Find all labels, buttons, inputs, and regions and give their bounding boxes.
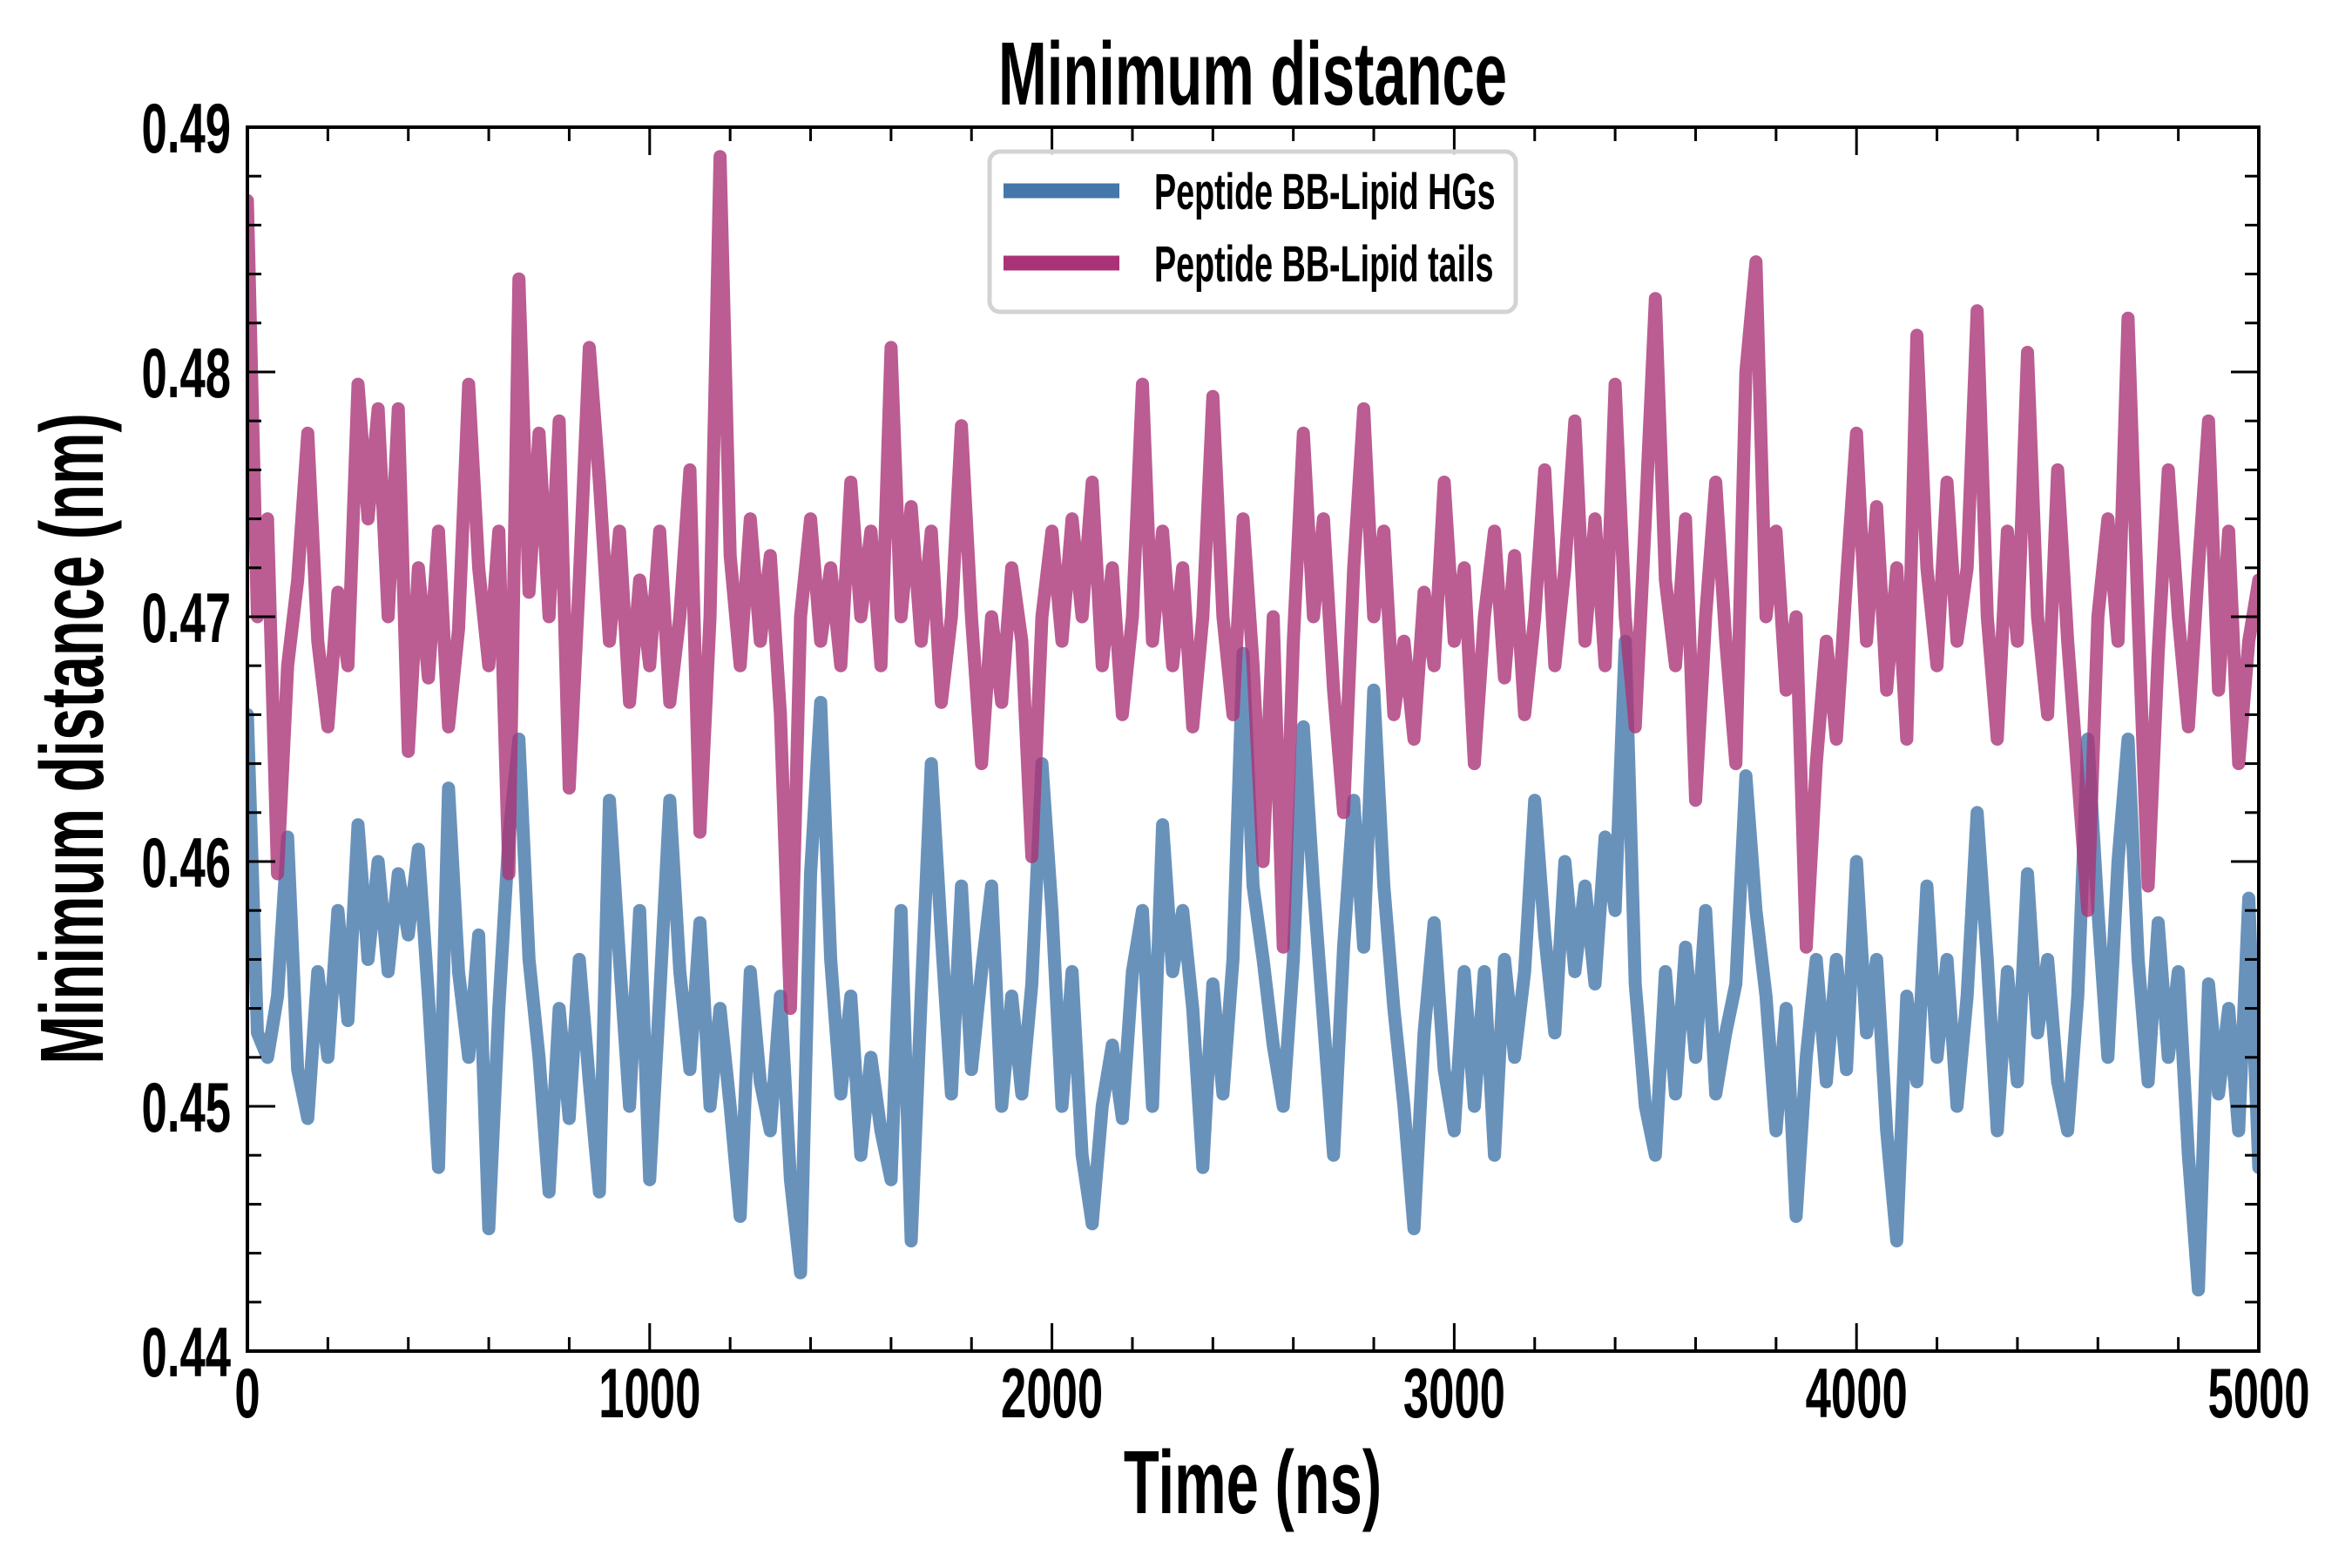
plot-frame	[246, 125, 2261, 1353]
series-line-hgs	[247, 634, 2259, 1297]
x-tick-label: 2000	[1001, 1355, 1103, 1433]
y-tick-label: 0.47	[142, 579, 231, 658]
y-tick-label: 0.46	[142, 824, 231, 902]
x-tick-labels: 0 1000 2000 3000 4000 5000	[234, 1355, 2309, 1433]
y-tick-label: 0.45	[142, 1069, 231, 1147]
y-tick-label: 0.44	[142, 1314, 231, 1392]
x-tick-label: 0	[234, 1355, 260, 1433]
x-axis-label: Time (ns)	[1124, 1433, 1382, 1533]
legend: Peptide BB-Lipid HGs Peptide BB-Lipid ta…	[987, 149, 1518, 314]
legend-label-tails: Peptide BB-Lipid tails	[1154, 237, 1494, 293]
y-tick-labels: 0.44 0.45 0.46 0.47 0.48 0.49	[142, 90, 231, 1392]
y-tick-label: 0.49	[142, 90, 231, 168]
y-axis-label: Minimum distance (nm)	[23, 413, 123, 1064]
x-tick-label: 4000	[1806, 1355, 1908, 1433]
y-tick-label: 0.48	[142, 335, 231, 413]
series-layer	[247, 150, 2259, 1297]
x-tick-label: 3000	[1403, 1355, 1505, 1433]
chart-title: Minimum distance	[998, 24, 1507, 125]
legend-frame	[987, 149, 1518, 314]
x-tick-label: 1000	[598, 1355, 700, 1433]
x-tick-label: 5000	[2207, 1355, 2309, 1433]
series-line-tails	[247, 150, 2259, 1016]
legend-label-hgs: Peptide BB-Lipid HGs	[1154, 165, 1496, 220]
